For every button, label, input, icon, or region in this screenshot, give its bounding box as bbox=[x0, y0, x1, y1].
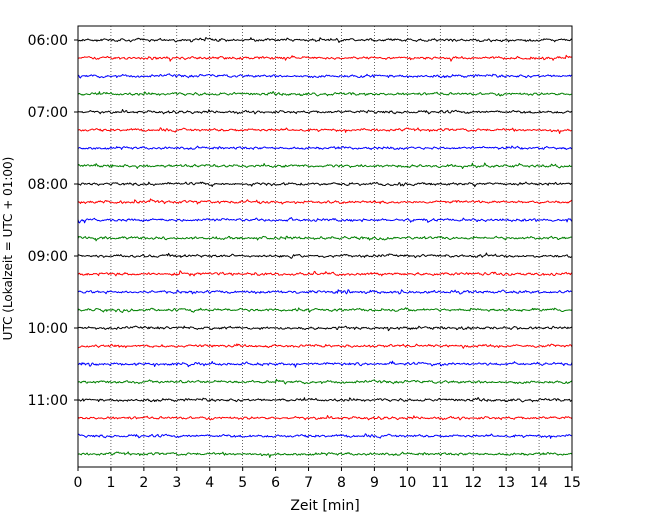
x-tick-label: 14 bbox=[530, 475, 548, 491]
x-tick-label: 8 bbox=[337, 475, 346, 491]
y-tick-label: 10:00 bbox=[28, 321, 68, 337]
trace-line bbox=[77, 325, 573, 332]
trace-line bbox=[77, 162, 573, 169]
x-tick-label: 7 bbox=[304, 475, 313, 491]
x-tick-label: 1 bbox=[106, 475, 115, 491]
x-tick-label: 2 bbox=[139, 475, 148, 491]
x-tick-label: 12 bbox=[464, 475, 482, 491]
y-tick-label: 08:00 bbox=[28, 177, 68, 193]
trace-line bbox=[77, 451, 573, 458]
trace-line bbox=[77, 397, 573, 403]
y-tick-label: 11:00 bbox=[28, 393, 68, 409]
x-tick-label: 13 bbox=[497, 475, 515, 491]
trace-line bbox=[77, 378, 573, 385]
x-tick-label: 4 bbox=[205, 475, 214, 491]
x-tick-label: 6 bbox=[271, 475, 280, 491]
trace-line bbox=[77, 433, 573, 439]
trace-line bbox=[77, 127, 573, 134]
trace-line bbox=[77, 270, 573, 277]
plot-frame bbox=[77, 25, 573, 468]
y-axis-ticks: 06:00 07:00 08:00 09:00 10:00 11:00 bbox=[28, 33, 78, 409]
x-tick-label: 5 bbox=[238, 475, 247, 491]
trace-line bbox=[77, 91, 573, 97]
y-axis-label: UTC (Lokalzeit = UTC + 01:00) bbox=[1, 157, 15, 341]
trace-line bbox=[77, 343, 573, 349]
x-tick-label: 15 bbox=[563, 475, 581, 491]
y-tick-label: 07:00 bbox=[28, 105, 68, 121]
x-tick-label: 11 bbox=[431, 475, 449, 491]
trace-line bbox=[77, 145, 573, 151]
x-tick-label: 9 bbox=[370, 475, 379, 491]
y-tick-label: 06:00 bbox=[28, 33, 68, 49]
trace-line bbox=[77, 37, 573, 43]
trace-line bbox=[77, 198, 573, 205]
seismic-traces bbox=[77, 37, 573, 458]
trace-line bbox=[77, 235, 573, 242]
trace-line bbox=[77, 415, 573, 421]
trace-line bbox=[77, 73, 573, 79]
x-tick-label: 10 bbox=[398, 475, 416, 491]
x-axis-label: Zeit [min] bbox=[290, 498, 359, 514]
trace-line bbox=[77, 252, 573, 259]
trace-line bbox=[77, 109, 573, 115]
trace-line bbox=[77, 289, 572, 295]
trace-line bbox=[77, 181, 573, 188]
trace-line bbox=[77, 307, 573, 313]
x-tick-label: 3 bbox=[172, 475, 181, 491]
x-tick-label: 0 bbox=[74, 475, 83, 491]
trace-line bbox=[77, 217, 573, 224]
trace-line bbox=[77, 360, 573, 368]
trace-line bbox=[77, 54, 573, 62]
y-tick-label: 09:00 bbox=[28, 249, 68, 265]
x-axis-ticks: 0 1 2 3 4 5 6 7 8 9 10 11 12 13 14 15 bbox=[74, 467, 581, 491]
